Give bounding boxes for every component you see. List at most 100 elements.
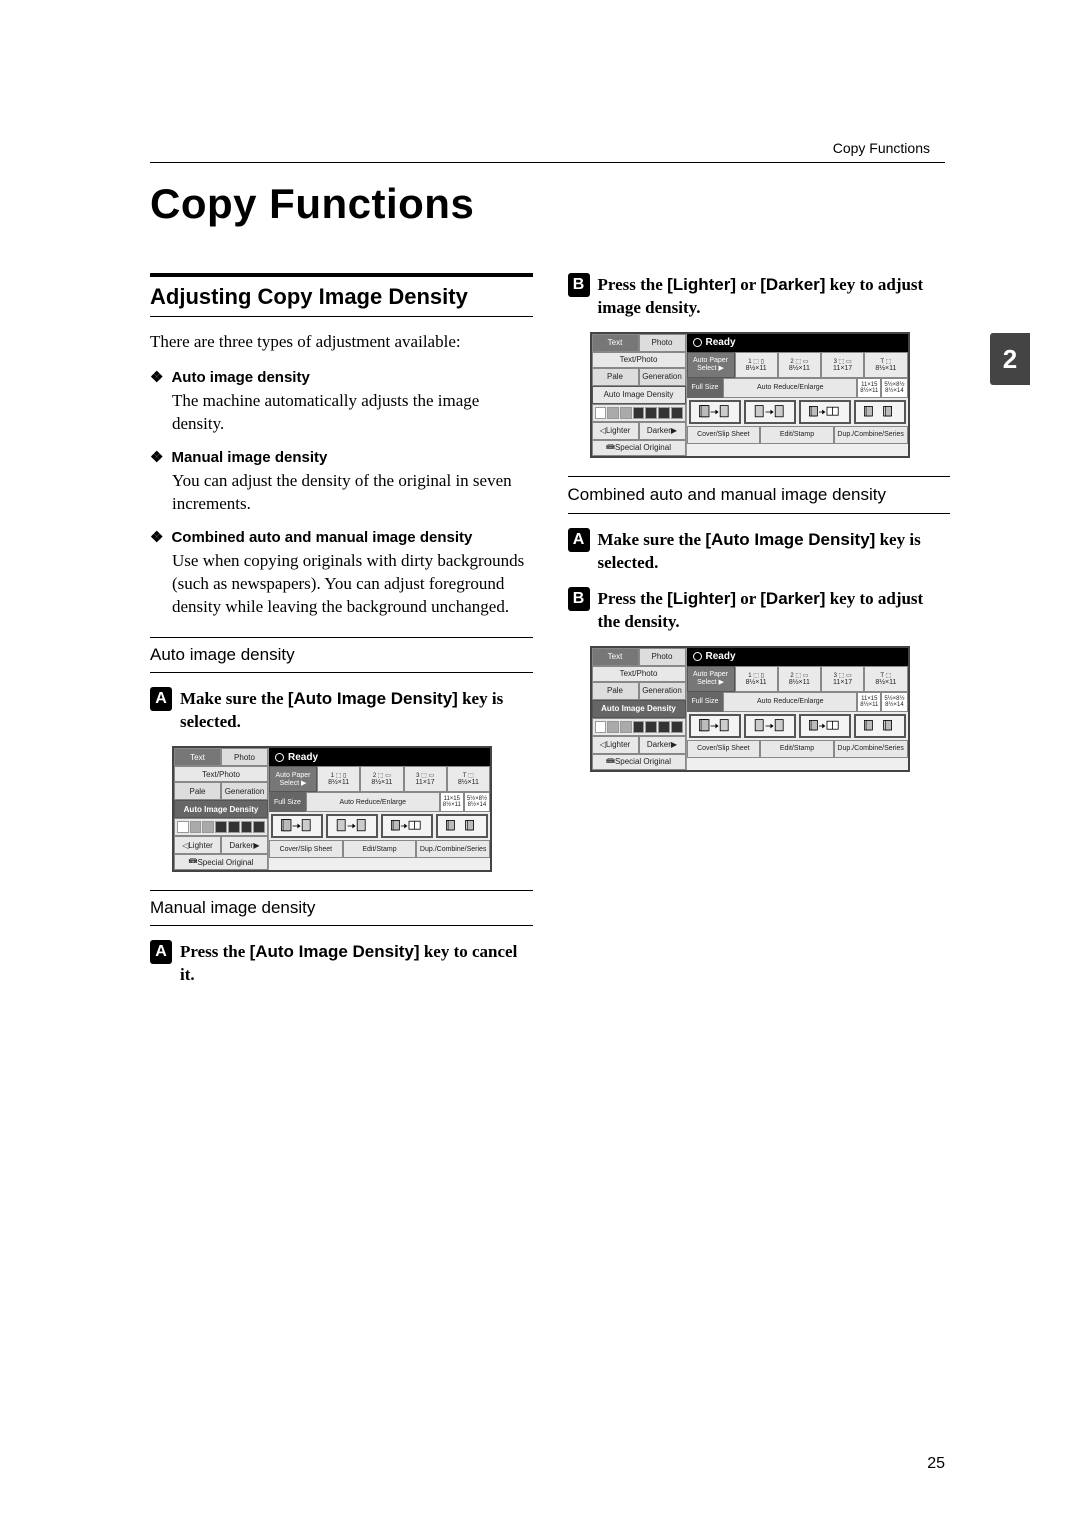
key-label: [Darker] bbox=[760, 275, 825, 294]
special-original-button[interactable]: 📾 Special Original bbox=[592, 440, 686, 456]
duplex-option[interactable] bbox=[854, 714, 906, 738]
duplex-option[interactable] bbox=[326, 814, 378, 838]
status-bar: Ready bbox=[269, 748, 490, 766]
lcd-panel: Text Photo Text/Photo Pale Generation Au… bbox=[172, 746, 492, 872]
special-original-button[interactable]: 📾 Special Original bbox=[592, 754, 686, 770]
right-column: B Press the [Lighter] or [Darker] key to… bbox=[568, 273, 951, 999]
duplex-option[interactable] bbox=[689, 714, 741, 738]
tab-generation[interactable]: Generation bbox=[639, 682, 686, 700]
tab-generation[interactable]: Generation bbox=[639, 368, 686, 386]
edit-stamp-button[interactable]: Edit/Stamp bbox=[760, 740, 834, 758]
tab-pale[interactable]: Pale bbox=[592, 368, 639, 386]
darker-button[interactable]: Darker▶ bbox=[639, 736, 686, 754]
key-label: [Auto Image Density] bbox=[250, 942, 420, 961]
tray-1[interactable]: 1 ⬚ ▯8½×11 bbox=[735, 666, 778, 692]
ratio-chip[interactable]: 11×158½×11 bbox=[440, 792, 464, 812]
tab-photo[interactable]: Photo bbox=[639, 334, 686, 352]
text: Make sure the bbox=[598, 530, 706, 549]
bullet-heading: Combined auto and manual image density bbox=[171, 528, 472, 548]
tab-text[interactable]: Text bbox=[174, 748, 221, 766]
tab-text[interactable]: Text bbox=[592, 648, 639, 666]
tray-1[interactable]: 1 ⬚ ▯8½×11 bbox=[317, 766, 360, 792]
tray-2[interactable]: 2 ⬚ ▭8½×11 bbox=[778, 352, 821, 378]
duplex-option[interactable] bbox=[744, 714, 796, 738]
lighter-button[interactable]: ◁Lighter bbox=[592, 422, 639, 440]
tray-3[interactable]: 3 ⬚ ▭11×17 bbox=[821, 352, 864, 378]
lcd-panel-figure: Text Photo Text/Photo Pale Generation Au… bbox=[590, 646, 951, 772]
edit-stamp-button[interactable]: Edit/Stamp bbox=[343, 840, 417, 858]
duplex-option[interactable] bbox=[799, 714, 851, 738]
step: B Press the [Lighter] or [Darker] key to… bbox=[568, 587, 951, 634]
auto-paper-select-button[interactable]: Auto PaperSelect ▶ bbox=[269, 766, 317, 792]
ratio-chip[interactable]: 5½×8½8½×14 bbox=[464, 792, 490, 812]
duplex-option[interactable] bbox=[689, 400, 741, 424]
duplex-option[interactable] bbox=[436, 814, 488, 838]
tray-bypass[interactable]: T ⬚8½×11 bbox=[864, 666, 907, 692]
special-original-button[interactable]: 📾 Special Original bbox=[174, 854, 268, 870]
tab-pale[interactable]: Pale bbox=[592, 682, 639, 700]
tray-3[interactable]: 3 ⬚ ▭11×17 bbox=[821, 666, 864, 692]
ready-label: Ready bbox=[706, 337, 736, 348]
left-column: Adjusting Copy Image Density There are t… bbox=[150, 273, 533, 999]
auto-image-density-button[interactable]: Auto Image Density bbox=[174, 800, 268, 818]
lighter-button[interactable]: ◁Lighter bbox=[174, 836, 221, 854]
cover-slip-sheet-button[interactable]: Cover/Slip Sheet bbox=[687, 740, 761, 758]
dup-combine-series-button[interactable]: Dup./Combine/Series bbox=[834, 426, 908, 444]
ratio-chip[interactable]: 11×158½×11 bbox=[857, 378, 881, 398]
text: Make sure the bbox=[180, 689, 288, 708]
lighter-button[interactable]: ◁Lighter bbox=[592, 736, 639, 754]
step-text: Press the [Lighter] or [Darker] key to a… bbox=[598, 273, 951, 320]
auto-reduce-enlarge-button[interactable]: Auto Reduce/Enlarge bbox=[723, 692, 857, 712]
duplex-option[interactable] bbox=[854, 400, 906, 424]
auto-paper-select-button[interactable]: Auto PaperSelect ▶ bbox=[687, 352, 735, 378]
text: Press the bbox=[598, 589, 668, 608]
tray-2[interactable]: 2 ⬚ ▭8½×11 bbox=[360, 766, 403, 792]
lcd-panel-figure: Text Photo Text/Photo Pale Generation Au… bbox=[172, 746, 533, 872]
label-textphoto[interactable]: Text/Photo bbox=[174, 766, 268, 782]
auto-paper-select-button[interactable]: Auto PaperSelect ▶ bbox=[687, 666, 735, 692]
tray-bypass[interactable]: T ⬚8½×11 bbox=[864, 352, 907, 378]
tray-3[interactable]: 3 ⬚ ▭11×17 bbox=[404, 766, 447, 792]
auto-image-density-button[interactable]: Auto Image Density bbox=[592, 386, 686, 404]
tray-bypass[interactable]: T ⬚8½×11 bbox=[447, 766, 490, 792]
density-slider[interactable] bbox=[592, 404, 686, 422]
full-size-button[interactable]: Full Size bbox=[269, 792, 306, 812]
ratio-chip[interactable]: 5½×8½8½×14 bbox=[881, 378, 907, 398]
auto-image-density-button[interactable]: Auto Image Density bbox=[592, 700, 686, 718]
tab-photo[interactable]: Photo bbox=[221, 748, 268, 766]
ratio-chip[interactable]: 11×158½×11 bbox=[857, 692, 881, 712]
label-textphoto[interactable]: Text/Photo bbox=[592, 352, 686, 368]
ready-icon bbox=[693, 652, 702, 661]
tray-2[interactable]: 2 ⬚ ▭8½×11 bbox=[778, 666, 821, 692]
tab-generation[interactable]: Generation bbox=[221, 782, 268, 800]
page-title: Copy Functions bbox=[150, 180, 950, 228]
duplex-option[interactable] bbox=[799, 400, 851, 424]
edit-stamp-button[interactable]: Edit/Stamp bbox=[760, 426, 834, 444]
tab-pale[interactable]: Pale bbox=[174, 782, 221, 800]
duplex-option[interactable] bbox=[744, 400, 796, 424]
ratio-chip[interactable]: 5½×8½8½×14 bbox=[881, 692, 907, 712]
duplex-option[interactable] bbox=[381, 814, 433, 838]
auto-reduce-enlarge-button[interactable]: Auto Reduce/Enlarge bbox=[306, 792, 440, 812]
darker-button[interactable]: Darker▶ bbox=[639, 422, 686, 440]
duplex-option[interactable] bbox=[271, 814, 323, 838]
tab-text[interactable]: Text bbox=[592, 334, 639, 352]
cover-slip-sheet-button[interactable]: Cover/Slip Sheet bbox=[687, 426, 761, 444]
full-size-button[interactable]: Full Size bbox=[687, 378, 724, 398]
dup-combine-series-button[interactable]: Dup./Combine/Series bbox=[416, 840, 490, 858]
darker-button[interactable]: Darker▶ bbox=[221, 836, 268, 854]
bullet-item: ❖ Auto image density The machine automat… bbox=[150, 368, 533, 436]
auto-reduce-enlarge-button[interactable]: Auto Reduce/Enlarge bbox=[723, 378, 857, 398]
key-label: [Lighter] bbox=[667, 275, 736, 294]
tab-photo[interactable]: Photo bbox=[639, 648, 686, 666]
full-size-button[interactable]: Full Size bbox=[687, 692, 724, 712]
key-label: [Darker] bbox=[760, 589, 825, 608]
bullet-heading: Auto image density bbox=[171, 368, 309, 388]
cover-slip-sheet-button[interactable]: Cover/Slip Sheet bbox=[269, 840, 343, 858]
density-slider[interactable] bbox=[592, 718, 686, 736]
tray-1[interactable]: 1 ⬚ ▯8½×11 bbox=[735, 352, 778, 378]
density-slider[interactable] bbox=[174, 818, 268, 836]
ready-icon bbox=[275, 753, 284, 762]
dup-combine-series-button[interactable]: Dup./Combine/Series bbox=[834, 740, 908, 758]
label-textphoto[interactable]: Text/Photo bbox=[592, 666, 686, 682]
